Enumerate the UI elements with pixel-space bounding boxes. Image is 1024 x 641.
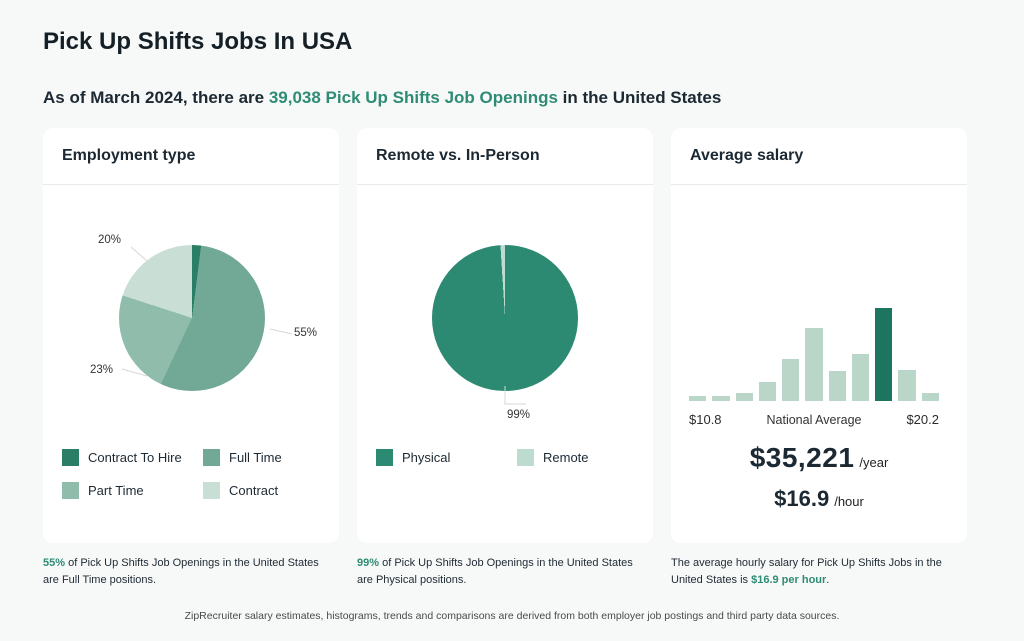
legend-label: Part Time [88, 483, 144, 498]
footnote-highlight: $16.9 per hour [751, 573, 827, 586]
employment-type-card-header: Employment type [43, 128, 339, 185]
job-openings-link[interactable]: 39,038 Pick Up Shifts Job Openings [268, 88, 558, 107]
salary-histogram [689, 308, 939, 401]
employment-type-card: Employment type 20% 55% 23% Contract To … [43, 128, 339, 543]
footnotes-row: 55% of Pick Up Shifts Job Openings in th… [43, 555, 967, 588]
legend-item-contract: Contract [203, 482, 282, 499]
legend-swatch-physical [376, 449, 393, 466]
yearly-salary-value: $35,221 [749, 442, 855, 473]
histogram-bar [898, 370, 916, 401]
histogram-bar [735, 393, 753, 401]
footnote-text: . [826, 573, 830, 586]
legend-label: Remote [543, 450, 589, 465]
axis-national-average-label: National Average [766, 413, 862, 427]
histogram-bar [689, 396, 707, 401]
legend-swatch-remote [517, 449, 534, 466]
histogram-bar [851, 354, 870, 401]
legend-label: Contract To Hire [88, 450, 182, 465]
footnote-text: The average hourly salary for Pick Up Sh… [671, 557, 942, 586]
histogram-bar [782, 359, 800, 401]
page-title: Pick Up Shifts Jobs In USA [43, 28, 353, 55]
disclaimer-text: ZipRecruiter salary estimates, histogram… [184, 610, 840, 622]
hourly-salary-value: $16.9 [774, 486, 830, 511]
histogram-bar [921, 393, 939, 401]
hourly-salary-unit: /hour [834, 494, 864, 509]
histogram-bar [712, 396, 730, 401]
histogram-bar [828, 371, 846, 401]
legend-item-contract-to-hire: Contract To Hire [62, 449, 203, 466]
footnote-highlight: 55% [43, 557, 66, 569]
footnote-physical: 99% of Pick Up Shifts Job Openings in th… [357, 555, 653, 588]
subtitle: As of March 2024, there are 39,038 Pick … [43, 88, 721, 108]
yearly-salary-unit: /year [859, 455, 889, 470]
legend-item-full-time: Full Time [203, 449, 282, 466]
pie-callout-part-time: 23% [90, 364, 114, 376]
yearly-salary-row: $35,221/year [671, 442, 967, 474]
legend-swatch-contract [203, 482, 220, 499]
legend-label: Contract [229, 483, 279, 498]
average-salary-card: Average salary $10.8 National Average $2… [671, 128, 967, 543]
histogram-bar [805, 328, 823, 401]
salary-card-title: Average salary [690, 147, 804, 164]
cards-row: Employment type 20% 55% 23% Contract To … [43, 128, 967, 543]
legend-item-remote: Remote [517, 449, 589, 466]
subtitle-prefix: As of March 2024, there are [43, 88, 269, 107]
salary-card-header: Average salary [671, 128, 967, 185]
remote-legend: Physical Remote [376, 449, 589, 466]
footnote-text: of Pick Up Shifts Job Openings in the Un… [43, 557, 319, 586]
histogram-bar-highlighted [875, 308, 893, 401]
pie-callout-full-time: 55% [294, 327, 318, 339]
salary-histogram-axis: $10.8 National Average $20.2 [689, 412, 939, 427]
legend-label: Full Time [229, 450, 282, 465]
legend-item-part-time: Part Time [62, 482, 203, 499]
legend-label: Physical [402, 450, 451, 465]
footnote-full-time: 55% of Pick Up Shifts Job Openings in th… [43, 555, 339, 588]
footnote-hourly-salary: The average hourly salary for Pick Up Sh… [671, 555, 967, 588]
axis-min-label: $10.8 [689, 412, 722, 427]
remote-card-header: Remote vs. In-Person [357, 128, 653, 185]
pie-callout-contract: 20% [98, 234, 122, 246]
legend-swatch-part-time [62, 482, 79, 499]
remote-card-title: Remote vs. In-Person [376, 147, 540, 164]
legend-item-physical: Physical [376, 449, 517, 466]
employment-type-pie-chart [119, 245, 265, 391]
footnote-highlight: 99% [357, 557, 380, 569]
remote-vs-in-person-card: Remote vs. In-Person 99% Physical Remote [357, 128, 653, 543]
pie-callout-physical: 99% [507, 409, 531, 421]
hourly-salary-row: $16.9/hour [671, 486, 967, 512]
remote-pie-chart [432, 245, 578, 391]
histogram-bar [758, 382, 777, 401]
axis-max-label: $20.2 [906, 412, 939, 427]
subtitle-suffix: in the United States [557, 88, 722, 107]
footnote-text: of Pick Up Shifts Job Openings in the Un… [357, 557, 633, 586]
employment-type-legend: Contract To Hire Full Time Part Time Contra… [62, 449, 282, 499]
legend-swatch-full-time [203, 449, 220, 466]
employment-type-card-title: Employment type [62, 147, 196, 164]
legend-swatch-contract-to-hire [62, 449, 79, 466]
